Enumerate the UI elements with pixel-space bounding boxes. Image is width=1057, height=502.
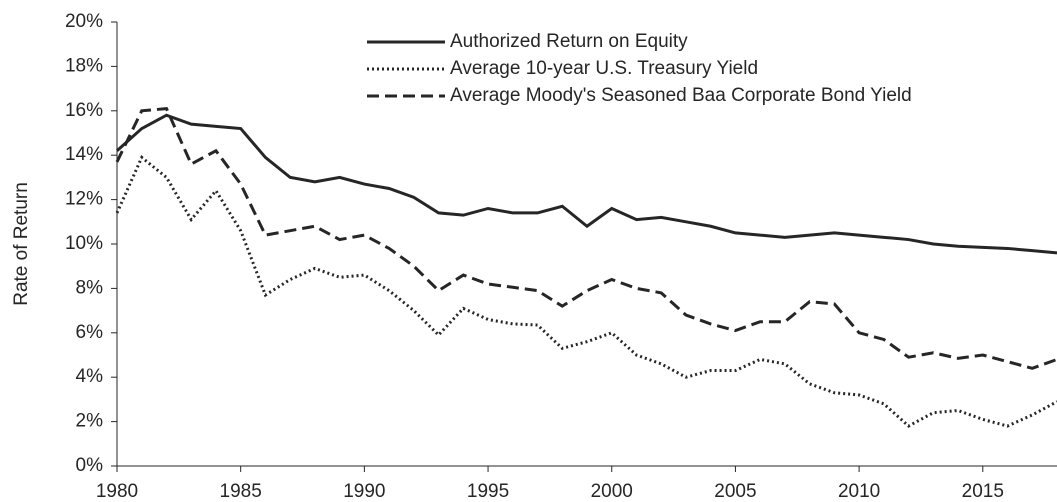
y-tick-label: 16% xyxy=(65,100,103,121)
y-axis-label: Rate of Return xyxy=(11,182,32,306)
series-line xyxy=(115,106,1057,370)
y-tick-label: 6% xyxy=(76,322,104,343)
x-tick-label: 1995 xyxy=(467,481,509,502)
legend-label: Authorized Return on Equity xyxy=(450,31,688,52)
x-tick-label: 2010 xyxy=(838,481,880,502)
x-tick-label: 2015 xyxy=(962,481,1004,502)
y-tick-label: 18% xyxy=(65,55,103,76)
series-line xyxy=(115,155,1057,428)
legend-label: Average Moody's Seasoned Baa Corporate B… xyxy=(450,85,912,106)
x-tick-label: 2000 xyxy=(591,481,633,502)
y-tick-label: 2% xyxy=(76,411,104,432)
y-tick-label: 4% xyxy=(76,366,104,387)
legend-label: Average 10-year U.S. Treasury Yield xyxy=(450,58,758,79)
series-line xyxy=(115,113,1057,255)
x-tick-label: 2005 xyxy=(714,481,756,502)
y-tick-label: 20% xyxy=(65,11,103,32)
y-tick-label: 12% xyxy=(65,189,103,210)
x-tick-label: 1980 xyxy=(96,481,138,502)
y-tick-label: 8% xyxy=(76,277,104,298)
y-tick-label: 10% xyxy=(65,233,103,254)
x-tick-label: 1985 xyxy=(220,481,262,502)
y-tick-label: 0% xyxy=(76,455,104,476)
y-tick-label: 14% xyxy=(65,144,103,165)
x-tick-label: 1990 xyxy=(343,481,385,502)
